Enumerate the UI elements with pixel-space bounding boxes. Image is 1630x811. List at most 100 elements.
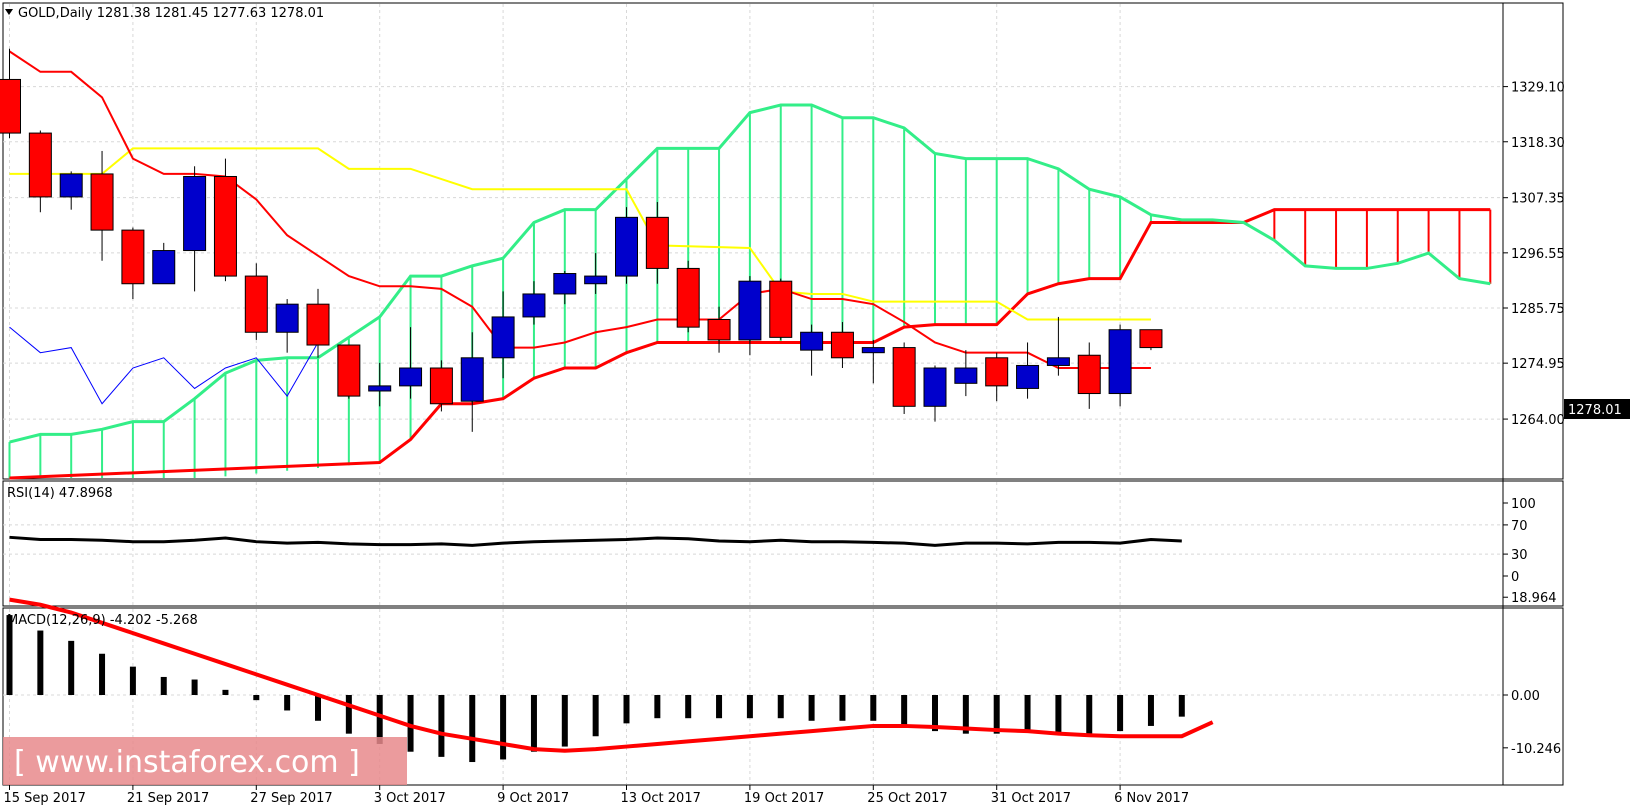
candles — [0, 48, 1163, 432]
macd-histogram-bar — [1117, 695, 1124, 732]
macd-histogram-bar — [716, 695, 723, 719]
candle-body — [213, 175, 237, 277]
candle-body — [1139, 329, 1163, 349]
candle-body — [306, 303, 330, 346]
macd-histogram-bar — [530, 695, 537, 752]
macd-histogram-bar — [438, 695, 445, 757]
tenkan-sen-line — [8, 50, 1151, 370]
candle-body — [769, 280, 793, 338]
macd-histogram-bar — [253, 695, 260, 701]
price-tick-label: 1296.55 — [1511, 247, 1565, 262]
macd-histogram-bar — [808, 695, 815, 721]
price-tick-label: 1285.75 — [1511, 302, 1565, 317]
candle-body — [90, 173, 114, 231]
candle-body — [892, 347, 916, 407]
last-price-label: 1278.01 — [1568, 403, 1622, 418]
senkou-span-a-line — [9, 103, 1491, 444]
rsi-tick-label: 100 — [1511, 497, 1536, 512]
macd-title: MACD(12,26,9) -4.202 -5.268 — [7, 613, 198, 628]
dropdown-triangle-icon[interactable] — [5, 9, 13, 15]
rsi-tick-label: 0 — [1511, 570, 1519, 585]
macd-histogram-bar — [1024, 695, 1031, 732]
candle-body — [28, 132, 52, 198]
macd-histogram-bar — [37, 630, 44, 695]
kijun-sen-line — [9, 147, 1151, 321]
macd-histogram-bar — [345, 695, 352, 734]
macd-histogram-bar — [129, 666, 136, 695]
macd-histogram-bar — [1147, 695, 1154, 726]
candle-body — [1046, 357, 1070, 366]
y-axis: 1329.10 1318.30 1307.35 1296.55 1285.75 1274.… — [1502, 3, 1565, 785]
macd-histogram-bar — [592, 695, 599, 737]
macd-histogram-bar — [160, 676, 167, 695]
macd-histogram-bar — [777, 695, 784, 719]
candle-body — [1077, 354, 1101, 395]
price-tick-label: 1318.30 — [1511, 136, 1565, 151]
candle-body — [954, 367, 978, 384]
x-tick-label: 27 Sep 2017 — [250, 791, 332, 806]
candle-body — [491, 316, 515, 359]
macd-histogram-bar — [315, 695, 321, 721]
macd-tick-label: 0.00 — [1511, 689, 1540, 704]
macd-histogram-bar — [469, 695, 476, 763]
candle-body — [1016, 364, 1040, 389]
price-tick-label: 1329.10 — [1511, 81, 1565, 96]
macd-histogram-bar — [407, 695, 414, 752]
price-tick-label: 1307.35 — [1511, 192, 1565, 207]
x-tick-label: 31 Oct 2017 — [991, 791, 1071, 806]
macd-tick-label: -10.246 — [1511, 742, 1561, 757]
x-tick-label: 19 Oct 2017 — [744, 791, 824, 806]
macd-histogram-bar — [962, 695, 969, 734]
macd-histogram-bar — [901, 695, 908, 726]
x-tick-label: 25 Oct 2017 — [867, 791, 947, 806]
macd-histogram-bar — [6, 615, 13, 695]
price-grid — [3, 4, 1503, 478]
macd-signal-line — [9, 597, 1214, 753]
candle-body — [645, 216, 669, 269]
rsi-tick-label: 70 — [1511, 519, 1528, 534]
rsi-panel — [2, 480, 1564, 607]
macd-histogram-bar — [1055, 695, 1062, 734]
rsi-plot — [9, 535, 1182, 547]
macd-histogram-bar — [68, 640, 75, 695]
ichimoku-lines — [8, 50, 1491, 480]
candle-body — [368, 385, 392, 392]
macd-histogram-bar — [561, 695, 568, 747]
candle-body — [1108, 329, 1132, 395]
candle-body — [183, 175, 207, 252]
watermark-background — [3, 737, 407, 785]
candle-body — [522, 293, 546, 318]
watermark-text: [ www.instaforex.com ] — [14, 745, 360, 780]
candle-body — [121, 229, 145, 285]
candle-body — [861, 347, 885, 354]
candle-body — [399, 367, 423, 387]
candle-body — [152, 250, 176, 285]
candle-body — [923, 367, 947, 407]
candle-body — [615, 216, 638, 277]
macd-histogram-bar — [654, 695, 661, 719]
macd-histogram-bar — [839, 695, 846, 721]
x-tick-label: 21 Sep 2017 — [127, 791, 209, 806]
price-panel — [2, 2, 1564, 480]
candle-body — [830, 331, 854, 359]
x-axis: 15 Sep 2017 21 Sep 2017 27 Sep 2017 3 Oct 2… — [4, 785, 1189, 806]
x-tick-label: 9 Oct 2017 — [497, 791, 569, 806]
macd-histogram-bar — [222, 689, 229, 695]
x-tick-label: 3 Oct 2017 — [374, 791, 446, 806]
rsi-grid — [3, 482, 1503, 605]
candle-body — [985, 357, 1009, 387]
candle-body — [553, 273, 577, 295]
x-tick-label: 15 Sep 2017 — [4, 791, 86, 806]
price-tick-label: 1264.00 — [1511, 413, 1565, 428]
last-price-box — [1564, 399, 1630, 419]
x-tick-label: 13 Oct 2017 — [621, 791, 701, 806]
candle-body — [738, 280, 762, 341]
candle-body — [584, 275, 608, 285]
macd-histogram-bar — [1178, 695, 1185, 717]
price-tick-label: 1274.95 — [1511, 357, 1565, 372]
candle-body — [244, 275, 268, 333]
candle-body — [59, 173, 83, 198]
candle-body — [429, 367, 453, 405]
rsi-tick-label: 30 — [1511, 548, 1528, 563]
